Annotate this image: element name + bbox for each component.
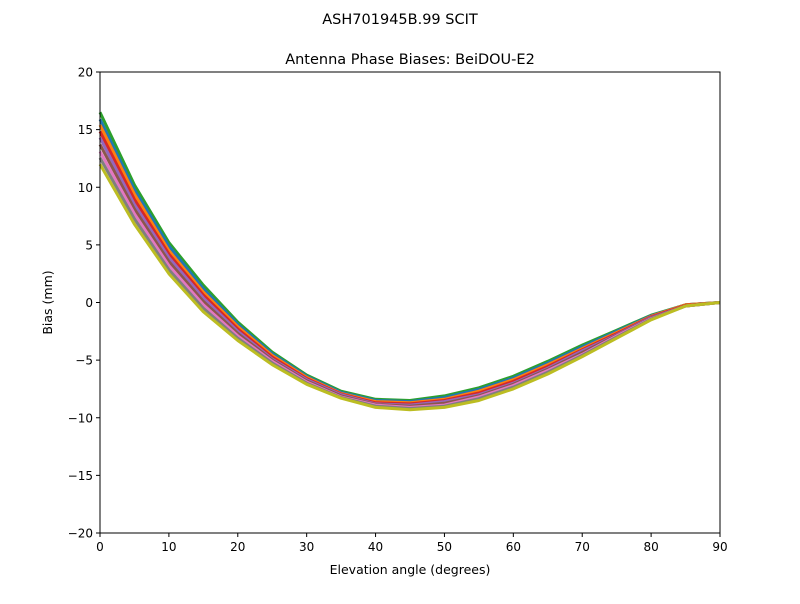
y-tick-label: −15 [68,469,93,483]
x-tick-label: 80 [643,540,658,554]
x-axis-label: Elevation angle (degrees) [330,562,491,577]
y-tick-label: −10 [68,411,93,425]
chart-title: Antenna Phase Biases: BeiDOU-E2 [285,52,535,68]
x-tick-label: 60 [506,540,521,554]
y-tick-label: 5 [85,238,93,252]
x-axis: 0 10 20 30 40 50 60 70 80 90 [96,533,728,554]
x-tick-label: 0 [96,540,104,554]
y-tick-label: −5 [75,354,93,368]
series-line-2 [98,118,721,404]
x-tick-label: 30 [299,540,314,554]
x-tick-label: 70 [575,540,590,554]
y-tick-label: 10 [78,181,93,195]
x-tick-label: 90 [712,540,727,554]
y-tick-label: 0 [85,296,93,310]
series-line-9 [98,163,721,412]
series-line-1 [98,111,721,402]
x-tick-label: 10 [161,540,176,554]
y-tick-label: 20 [78,66,93,80]
y-axis: −20 −15 −10 −5 0 5 10 15 20 [68,66,100,541]
series-line-3 [98,124,721,405]
y-tick-label: −20 [68,527,93,541]
x-tick-label: 20 [230,540,245,554]
y-tick-label: 15 [78,123,93,137]
x-tick-label: 40 [368,540,383,554]
y-axis-label: Bias (mm) [40,270,55,334]
x-tick-label: 50 [437,540,452,554]
series-line-4 [98,130,721,406]
suptitle: ASH701945B.99 SCIT [322,12,478,28]
series-layer [98,111,721,412]
